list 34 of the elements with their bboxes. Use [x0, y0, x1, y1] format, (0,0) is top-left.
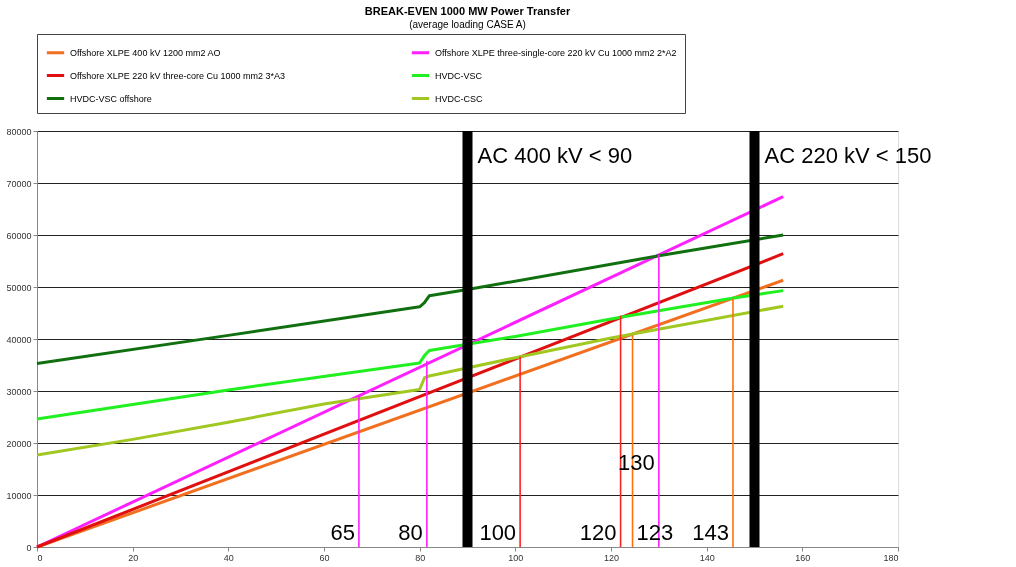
y-tick-label: 50000	[6, 282, 32, 293]
x-tick-label: 120	[603, 552, 620, 563]
legend-label: HVDC-CSC	[435, 93, 483, 104]
y-tick-label: 40000	[6, 334, 32, 345]
legend-label: HVDC-VSC	[435, 70, 483, 81]
chart-subtitle: (average loading CASE A)	[409, 18, 526, 30]
x-tick-label: 60	[319, 552, 330, 563]
x-tick-label: 160	[795, 552, 811, 563]
y-tick-label: 30000	[6, 386, 32, 397]
legend-label: Offshore XLPE 400 kV 1200 mm2 AO	[70, 47, 221, 58]
y-tick-label: 10000	[6, 490, 32, 501]
y-tick-label: 0	[26, 542, 32, 553]
ref-line-label: AC 400 kV < 90	[477, 143, 633, 168]
x-tick-label: 140	[699, 552, 715, 563]
annotation: 65	[330, 520, 355, 546]
x-tick-label: 100	[508, 552, 524, 563]
legend-label: Offshore XLPE three-single-core 220 kV Cu 1000 mm2 2*A2	[435, 47, 677, 58]
x-tick-label: 40	[223, 552, 234, 563]
annotation: 80	[398, 520, 423, 546]
annotation: 120	[579, 520, 617, 546]
x-tick-label: 80	[415, 552, 426, 563]
ref-line-label: AC 220 kV < 150	[764, 143, 932, 168]
x-tick-label: 0	[37, 552, 43, 563]
annotation: 100	[479, 520, 517, 546]
y-tick-label: 60000	[6, 230, 32, 241]
legend-label: HVDC-VSC offshore	[70, 93, 152, 104]
y-tick-label: 70000	[6, 178, 32, 189]
x-tick-label: 20	[128, 552, 139, 563]
y-tick-label: 20000	[6, 438, 32, 449]
chart-title: BREAK-EVEN 1000 MW Power Transfer	[364, 4, 571, 17]
legend-label: Offshore XLPE 220 kV three-core Cu 1000 mm2 3*A3	[70, 70, 285, 81]
annotation: 143	[692, 520, 729, 546]
x-tick-label: 180	[883, 552, 899, 563]
y-tick-label: 80000	[6, 126, 32, 137]
